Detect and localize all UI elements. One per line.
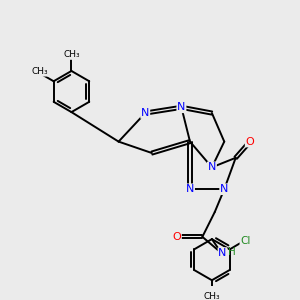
Text: N: N bbox=[186, 184, 194, 194]
Text: N: N bbox=[220, 184, 229, 194]
Text: N: N bbox=[141, 108, 149, 118]
Text: N: N bbox=[177, 102, 186, 112]
Text: H: H bbox=[228, 248, 236, 257]
Text: CH₃: CH₃ bbox=[31, 67, 48, 76]
Text: O: O bbox=[172, 232, 181, 242]
Text: O: O bbox=[246, 136, 254, 147]
Text: N: N bbox=[218, 248, 227, 258]
Text: CH₃: CH₃ bbox=[63, 50, 80, 59]
Text: N: N bbox=[208, 162, 216, 172]
Text: Cl: Cl bbox=[240, 236, 251, 246]
Text: CH₃: CH₃ bbox=[204, 292, 220, 300]
